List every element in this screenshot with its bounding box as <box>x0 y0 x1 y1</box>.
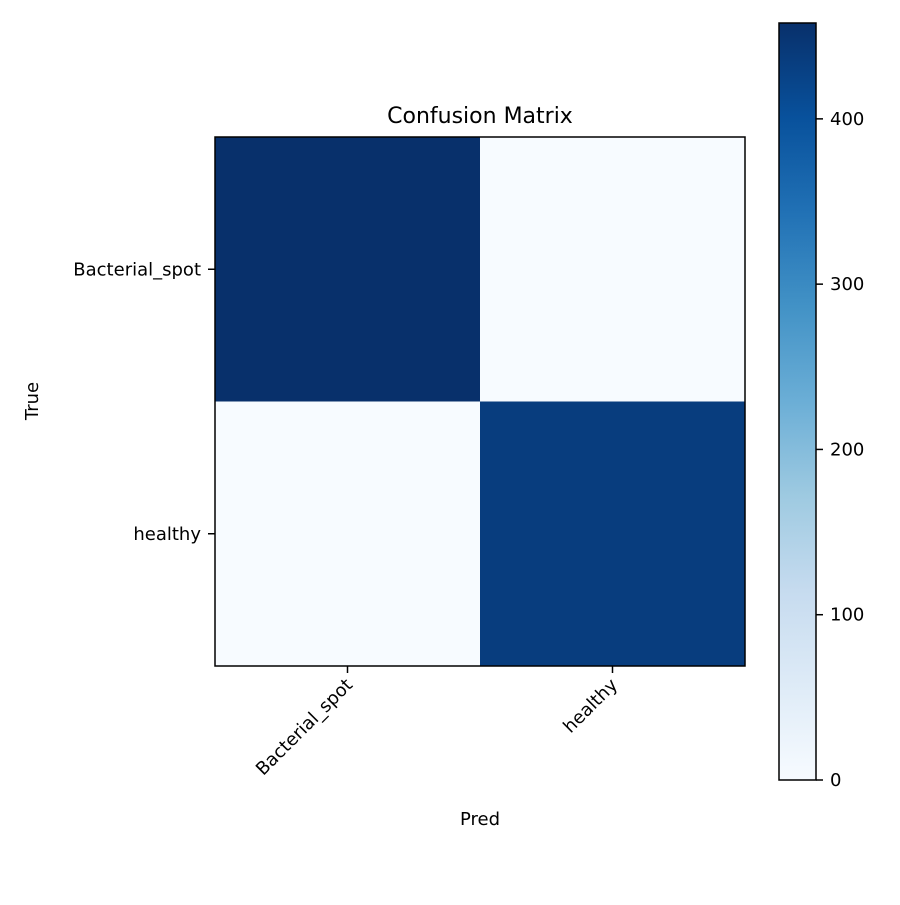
x-tick-label: Bacterial_spot <box>252 675 357 780</box>
heatmap-cell-0-0 <box>215 137 481 402</box>
colorbar-tick-label: 300 <box>830 274 864 295</box>
y-tick-label: healthy <box>133 524 201 545</box>
heatmap-cells <box>215 137 746 667</box>
y-axis-label: True <box>22 382 43 421</box>
heatmap-cell-0-1 <box>480 137 746 402</box>
heatmap-cell-1-1 <box>480 401 746 667</box>
colorbar-tick-label: 0 <box>830 770 841 791</box>
colorbar-ticks: 0 100 200 300 400 <box>816 109 864 791</box>
y-tick-label: Bacterial_spot <box>73 259 201 280</box>
colorbar-tick-label: 100 <box>830 605 864 626</box>
chart-title: Confusion Matrix <box>387 104 573 129</box>
x-axis-ticks: Bacterial_spot healthy <box>252 666 622 780</box>
x-tick-label: healthy <box>559 674 622 737</box>
plot-frame <box>214 136 746 667</box>
colorbar-tick-label: 200 <box>830 439 864 460</box>
x-axis-label: Pred <box>460 809 500 830</box>
colorbar <box>778 22 817 781</box>
heatmap-cell-1-0 <box>215 401 481 667</box>
colorbar-tick-label: 400 <box>830 109 864 130</box>
